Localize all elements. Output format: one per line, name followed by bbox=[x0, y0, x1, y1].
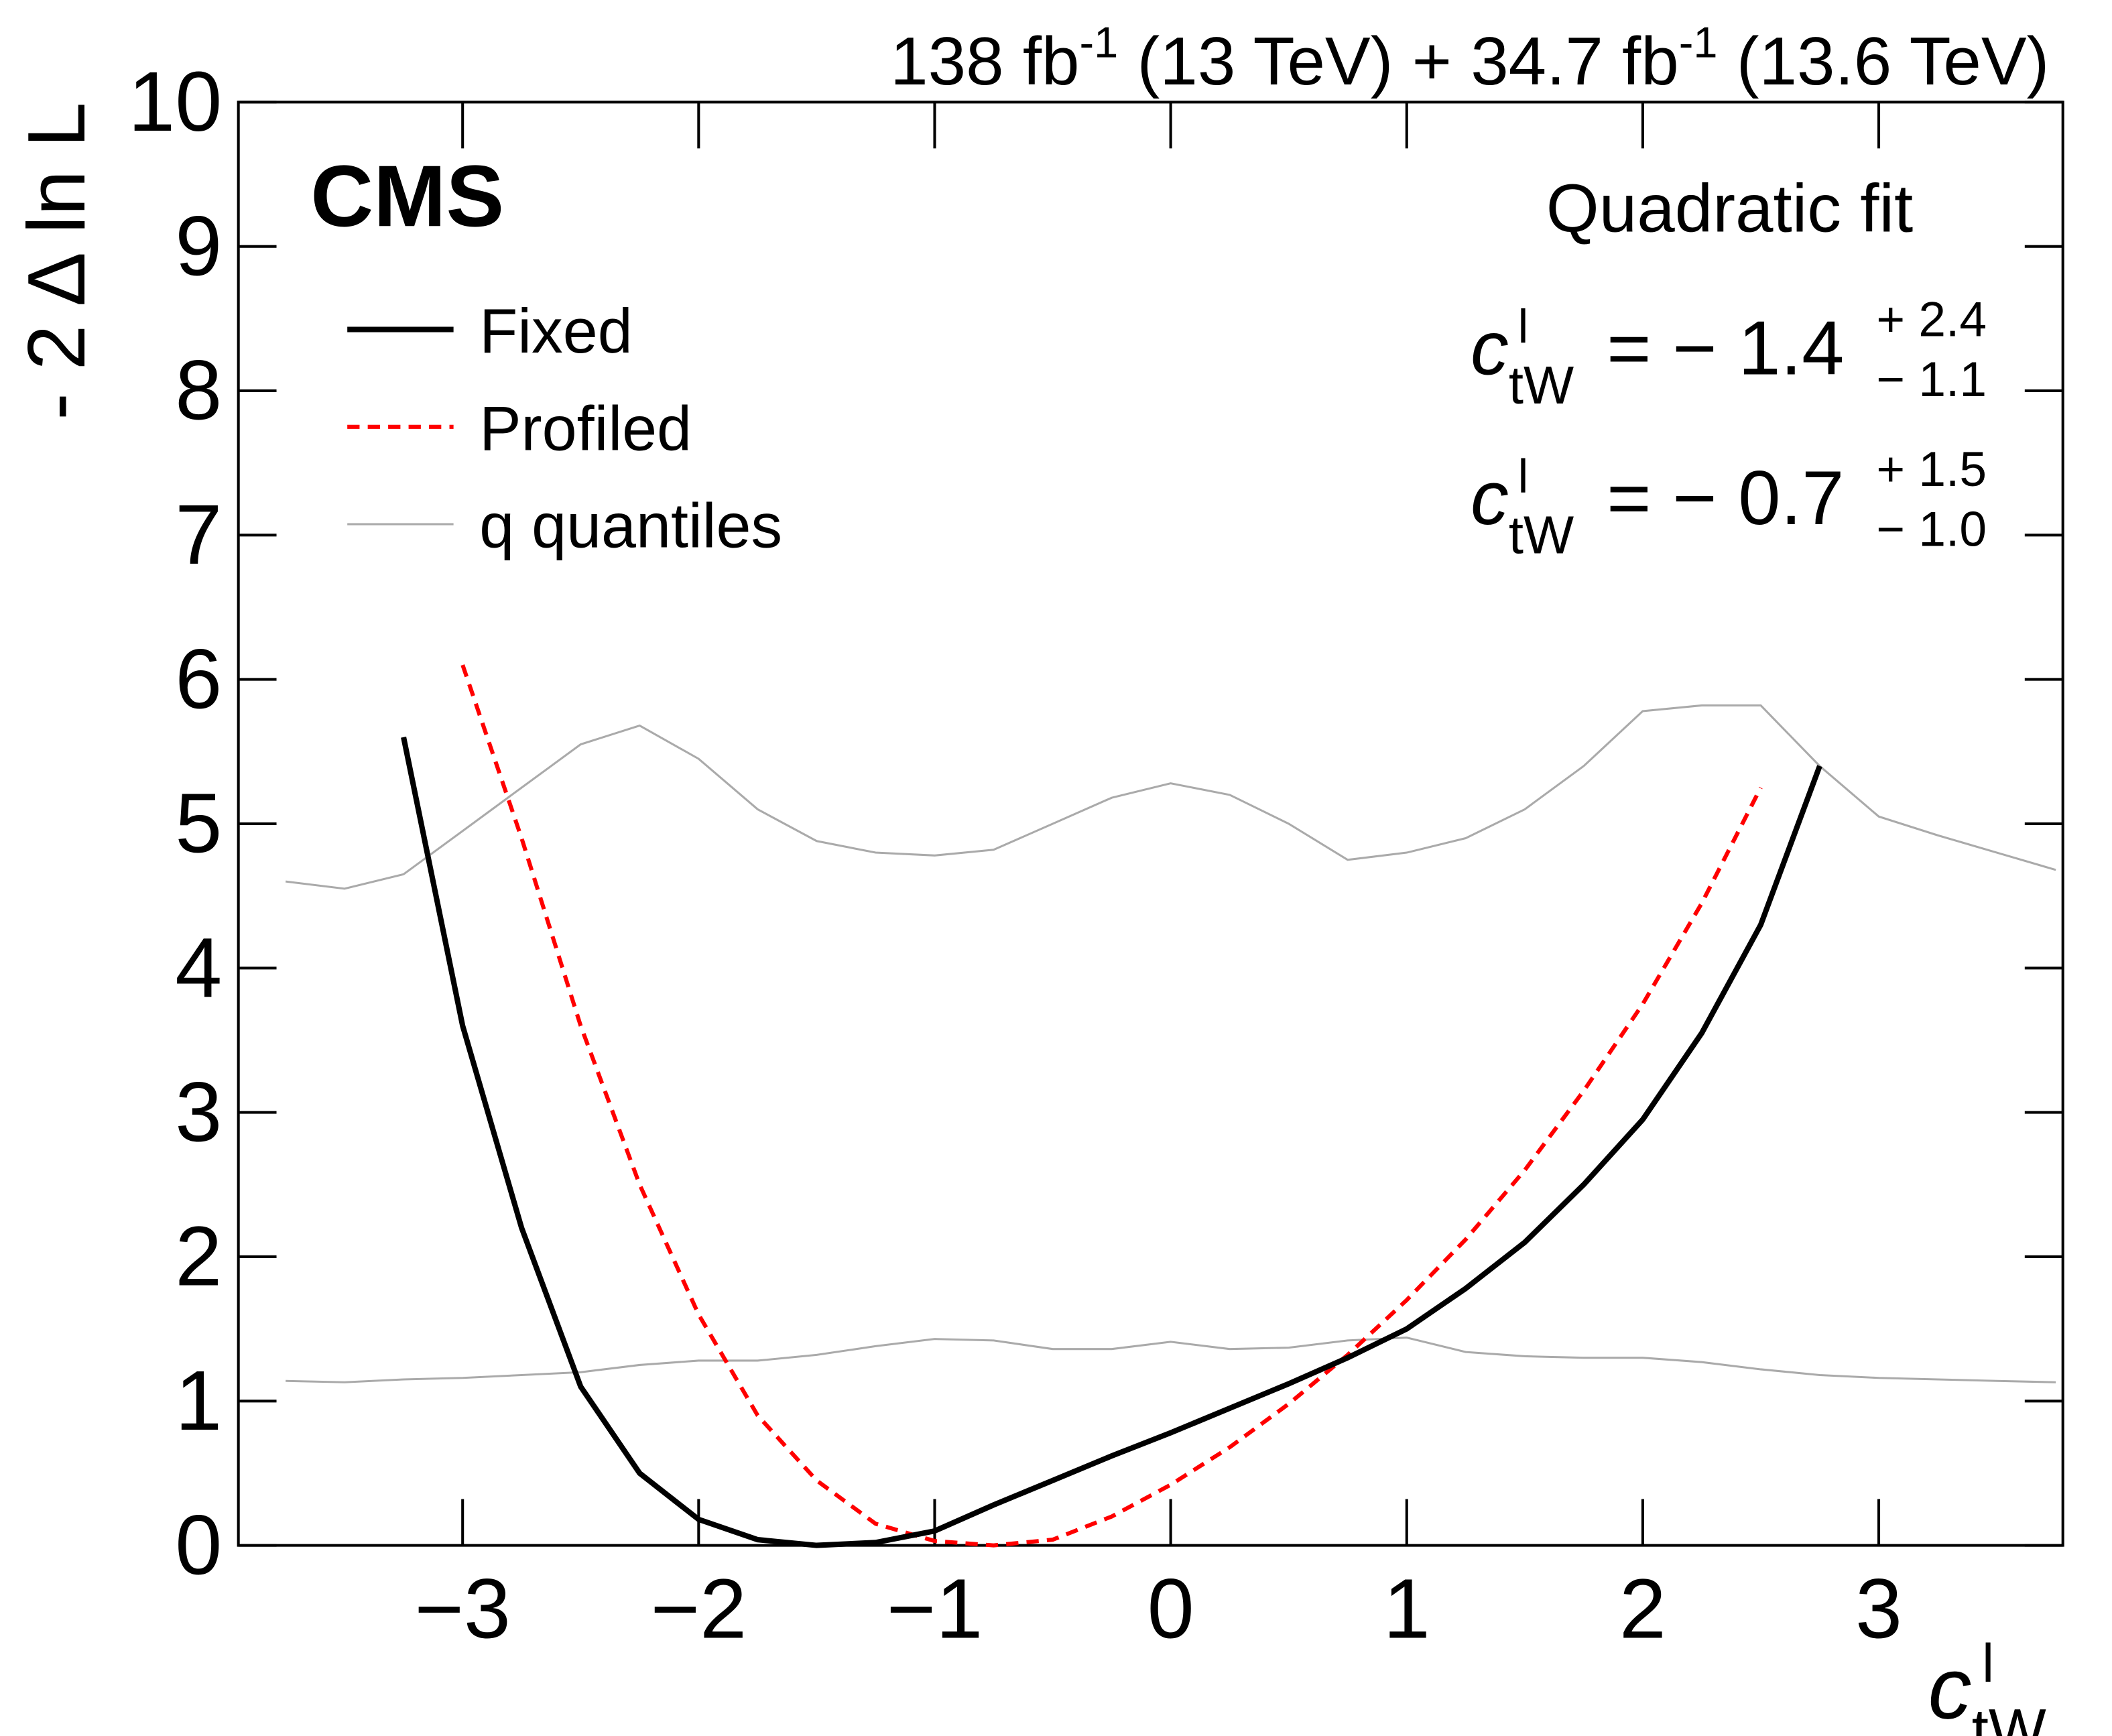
lumi-text: (13 TeV) + 34.7 fb bbox=[1118, 23, 1678, 99]
lumi-text: 138 fb bbox=[890, 23, 1079, 99]
y-tick-label: 1 bbox=[175, 1353, 222, 1448]
result-down: − 1.1 bbox=[1876, 353, 1987, 407]
x-tick-label: 0 bbox=[1147, 1562, 1194, 1656]
symbol-sup: l bbox=[1518, 300, 1529, 353]
legend-label: Fixed bbox=[479, 296, 632, 366]
data-line bbox=[460, 664, 1763, 1548]
fit-label: Quadratic fit bbox=[1546, 170, 1913, 246]
y-tick-label: 6 bbox=[175, 631, 222, 726]
legend-label: q quantiles bbox=[479, 491, 782, 561]
y-tick-label: 10 bbox=[128, 54, 222, 149]
y-tick-label: 2 bbox=[175, 1209, 222, 1304]
y-tick-label: 5 bbox=[175, 776, 222, 871]
result-central: = − 1.4 bbox=[1607, 306, 1844, 391]
y-axis-label: - 2 Δ ln L bbox=[11, 102, 102, 420]
result-down: − 1.0 bbox=[1876, 503, 1987, 557]
data-line bbox=[401, 736, 1822, 1548]
lumi-sup: -1 bbox=[1080, 17, 1119, 66]
y-tick-label: 0 bbox=[175, 1497, 222, 1592]
y-tick-label: 3 bbox=[175, 1064, 222, 1159]
y-tick-label: 9 bbox=[175, 198, 222, 293]
x-tick-label: −3 bbox=[414, 1562, 511, 1656]
data-line bbox=[285, 704, 2056, 890]
result-up: + 2.4 bbox=[1876, 293, 1987, 347]
lumi-text: (13.6 TeV) bbox=[1718, 23, 2050, 99]
symbol: c bbox=[1471, 306, 1509, 391]
symbol: c bbox=[1928, 1639, 1972, 1736]
symbol-sup: l bbox=[1982, 1633, 1994, 1694]
y-tick-label: 4 bbox=[175, 920, 222, 1015]
experiment-label: CMS bbox=[310, 147, 504, 245]
y-tick-label: 7 bbox=[175, 487, 222, 582]
symbol-sub: tW bbox=[1509, 355, 1574, 415]
lumi-label: 138 fb-1 (13 TeV) + 34.7 fb-1 (13.6 TeV) bbox=[890, 17, 2049, 99]
y-tick-label: 8 bbox=[175, 343, 222, 438]
symbol-sub: tW bbox=[1972, 1697, 2046, 1736]
x-tick-label: 2 bbox=[1619, 1562, 1666, 1656]
x-tick-label: −2 bbox=[651, 1562, 747, 1656]
symbol: c bbox=[1471, 456, 1509, 541]
symbol-sup: l bbox=[1518, 449, 1529, 502]
symbol-sub: tW bbox=[1509, 505, 1574, 564]
lumi-sup: -1 bbox=[1679, 17, 1718, 66]
x-tick-label: −1 bbox=[887, 1562, 983, 1656]
x-tick-label: 1 bbox=[1383, 1562, 1430, 1656]
result-central: = − 0.7 bbox=[1607, 456, 1844, 541]
x-tick-label: 3 bbox=[1855, 1562, 1902, 1656]
data-line bbox=[286, 1337, 2056, 1383]
legend-label: Profiled bbox=[479, 393, 692, 463]
result-up: + 1.5 bbox=[1876, 442, 1987, 497]
